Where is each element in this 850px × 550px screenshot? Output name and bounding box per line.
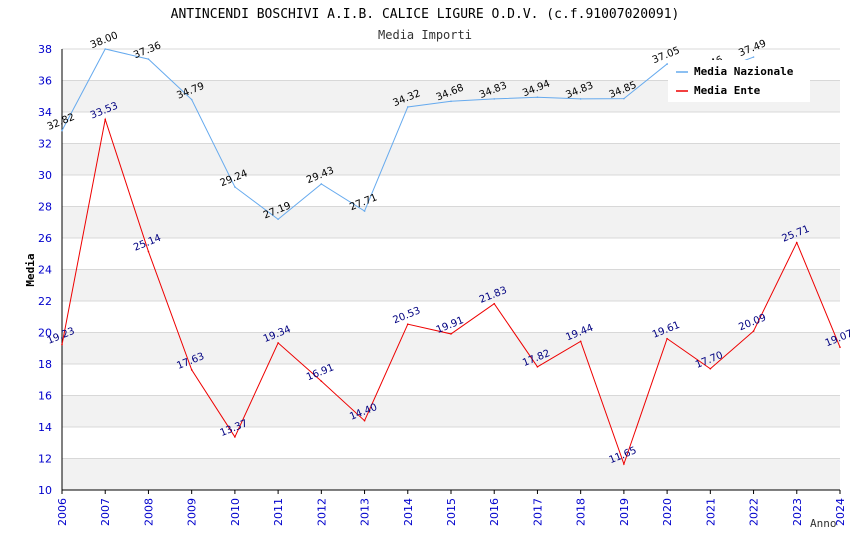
x-tick-label: 2013	[359, 498, 372, 526]
grid-band	[62, 269, 840, 301]
data-point	[493, 302, 496, 305]
x-tick-label: 2022	[748, 498, 761, 526]
chart-title: ANTINCENDI BOSCHIVI A.I.B. CALICE LIGURE…	[171, 7, 680, 22]
x-tick-label: 2009	[186, 498, 199, 526]
series-lines	[61, 48, 841, 466]
data-point	[666, 63, 668, 65]
y-tick-label: 20	[38, 327, 52, 340]
x-tick-labels: 2006 2007 2008 2009 2010 2011 2012 2013 2014 2015…	[56, 498, 847, 526]
data-point	[406, 106, 409, 108]
grid-band	[62, 395, 840, 427]
x-tick-label: 2015	[445, 498, 458, 526]
data-label: 38.00	[89, 30, 120, 51]
series-line-media-nazionale	[61, 48, 754, 220]
data-point	[536, 366, 539, 368]
data-label: 37.36	[132, 40, 163, 61]
x-tick-label: 2018	[575, 498, 588, 526]
x-tick-label: 2012	[315, 498, 328, 526]
data-point	[320, 380, 323, 382]
legend: Media Nazionale Media Ente	[668, 60, 810, 102]
legend-label-media-nazionale: Media Nazionale	[694, 65, 794, 78]
y-tick-label: 34	[38, 106, 52, 119]
data-point	[709, 367, 712, 370]
y-axis-label: Media	[24, 253, 37, 286]
grid-band	[62, 458, 840, 490]
y-tick-labels: 10 12 14 16 18 20 22 24 26 28 30 32 34 36 38	[38, 43, 52, 497]
data-point	[752, 56, 755, 58]
data-point	[579, 98, 582, 100]
y-tick-label: 14	[38, 421, 52, 434]
data-label: 37.49	[737, 38, 768, 59]
grid-lines	[62, 48, 840, 491]
data-point	[493, 98, 496, 100]
x-tick-label: 2014	[402, 498, 415, 526]
grid-band	[62, 206, 840, 238]
y-tick-label: 16	[38, 390, 52, 403]
y-tick-label: 30	[38, 169, 52, 182]
y-tick-label: 22	[38, 295, 52, 308]
y-tick-label: 26	[38, 232, 52, 245]
data-point	[147, 58, 150, 60]
data-point	[61, 129, 63, 132]
grid-bands	[62, 80, 840, 490]
data-point	[623, 463, 625, 465]
data-point	[104, 118, 107, 121]
data-point	[536, 96, 539, 98]
grid-band	[62, 143, 840, 175]
data-point	[666, 337, 668, 340]
y-tick-label: 12	[38, 453, 52, 466]
chart-subtitle: Media Importi	[378, 28, 472, 42]
y-tick-label: 38	[38, 43, 52, 56]
x-tick-label: 2024	[834, 498, 847, 526]
data-point	[320, 183, 323, 185]
data-point	[363, 210, 366, 212]
x-tick-label: 2021	[704, 498, 717, 526]
data-label: 20.53	[392, 305, 423, 326]
x-tick-label: 2023	[791, 498, 804, 526]
data-point	[839, 346, 841, 348]
data-point	[277, 342, 279, 344]
legend-box	[668, 60, 810, 102]
x-tick-label: 2020	[661, 498, 674, 526]
data-point	[61, 343, 63, 346]
data-point	[579, 340, 582, 343]
data-point	[623, 97, 625, 100]
x-tick-label: 2019	[618, 498, 631, 526]
data-point	[190, 98, 193, 101]
data-point	[234, 436, 236, 438]
legend-label-media-ente: Media Ente	[694, 84, 761, 97]
data-point	[795, 241, 798, 244]
y-tick-label: 36	[38, 75, 52, 88]
y-tick-label: 32	[38, 138, 52, 151]
data-point	[752, 330, 755, 332]
data-point	[234, 186, 236, 188]
data-point	[147, 250, 150, 253]
x-tick-label: 2007	[99, 498, 112, 526]
x-tick-label: 2010	[229, 498, 242, 526]
y-tick-label: 24	[38, 264, 52, 277]
y-tick-label: 18	[38, 358, 52, 371]
data-point	[406, 323, 409, 325]
data-point	[277, 218, 279, 221]
data-label: 20.09	[737, 312, 768, 333]
y-tick-label: 28	[38, 201, 52, 214]
x-tick-label: 2016	[488, 498, 501, 526]
x-tick-label: 2006	[56, 498, 69, 526]
data-point	[363, 419, 366, 422]
data-point	[450, 100, 452, 103]
x-tick-label: 2011	[272, 498, 285, 526]
x-tick-label: 2008	[142, 498, 155, 526]
data-point	[450, 333, 452, 335]
x-axis-label: Anno	[810, 517, 837, 530]
data-point	[104, 48, 107, 50]
grid-band	[62, 332, 840, 364]
x-tick-label: 2017	[531, 498, 544, 526]
axes	[61, 49, 841, 494]
y-tick-label: 10	[38, 484, 52, 497]
data-point	[190, 369, 193, 371]
